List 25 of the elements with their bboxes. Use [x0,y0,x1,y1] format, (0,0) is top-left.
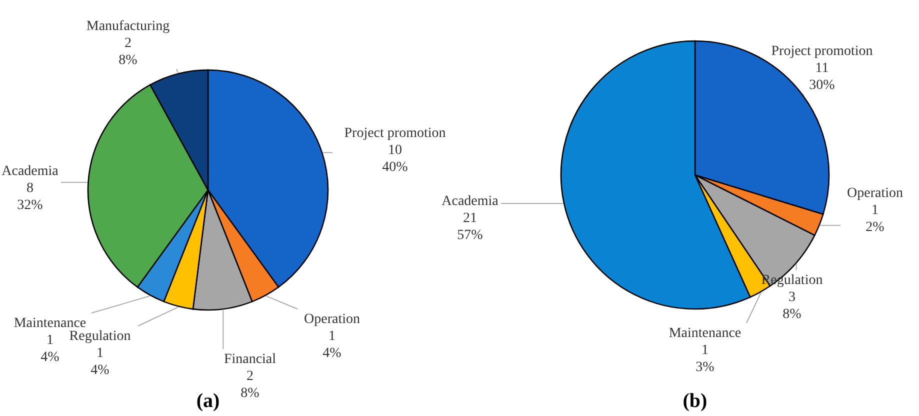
slice-label: Maintenance [668,326,742,341]
data-label: 8 32% [17,181,44,213]
data-label: 3 8% [782,290,802,322]
slice-label: Manufacturing [86,19,170,34]
slice-label: Maintenance [14,316,86,331]
data-label: 1 4% [90,346,110,378]
slice-label: Operation [847,186,903,201]
slice-label: Regulation [69,329,131,344]
slice-label: Financial [224,352,276,367]
data-label: 1 3% [696,343,715,375]
text: (b) [682,390,708,413]
text: (a) [195,390,221,413]
data-label: 2 8% [240,369,260,401]
slice-label: Project promotion [344,126,446,141]
data-label: 10 40% [382,143,408,175]
slice-label: Project promotion [771,44,873,59]
data-label: 1 4% [40,333,60,365]
slice-label: Academia [2,164,60,179]
data-label: 1 2% [866,203,885,235]
slice-label: Academia [442,194,500,209]
data-label: 21 57% [457,211,484,243]
data-label: 2 8% [118,36,138,68]
slice-label: Operation [304,312,360,327]
data-label: 11 30% [809,61,836,93]
data-label: 1 4% [322,329,342,361]
